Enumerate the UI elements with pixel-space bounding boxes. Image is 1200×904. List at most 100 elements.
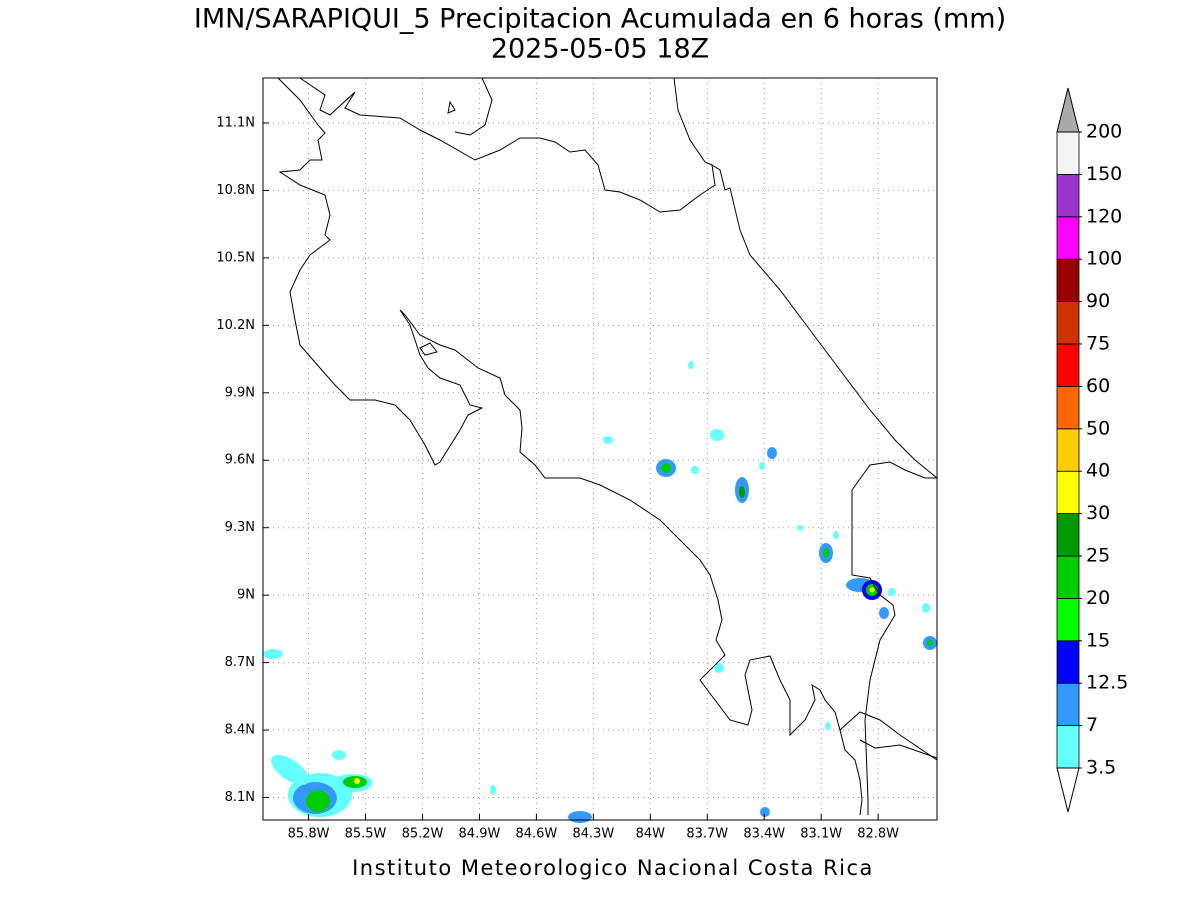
rain-cell bbox=[825, 722, 831, 730]
coastlines bbox=[277, 77, 938, 816]
colorbar-segment bbox=[1056, 131, 1080, 175]
colorbar-segment bbox=[1056, 598, 1080, 642]
colorbar-segment bbox=[1056, 470, 1080, 515]
rain-cell bbox=[691, 466, 699, 474]
x-tick-label: 85.2W bbox=[402, 827, 444, 842]
y-tick-label: 8.4N bbox=[225, 723, 255, 738]
coastline bbox=[839, 711, 938, 761]
x-tick-label: 83.1W bbox=[800, 827, 842, 842]
lake bbox=[419, 342, 438, 356]
colorbar-segment bbox=[1056, 682, 1080, 727]
rain-cell bbox=[869, 587, 875, 593]
border bbox=[851, 490, 896, 815]
x-tick-label: 84W bbox=[636, 827, 666, 842]
plot-area bbox=[262, 77, 938, 823]
colorbar-over bbox=[1056, 87, 1080, 133]
y-tick-label: 8.7N bbox=[225, 655, 255, 670]
rain-cell bbox=[760, 807, 770, 817]
x-tick-label: 84.6W bbox=[515, 827, 557, 842]
colorbar-segment bbox=[1056, 725, 1080, 769]
footer: Instituto Meteorologico Nacional Costa R… bbox=[352, 856, 874, 880]
colorbar-segment bbox=[1056, 258, 1080, 303]
rain-cell bbox=[688, 361, 694, 369]
subtitle: 2025-05-05 18Z bbox=[491, 34, 709, 65]
colorbar-segment bbox=[1056, 555, 1080, 599]
rain-cell bbox=[661, 463, 671, 473]
y-tick-label: 10.2N bbox=[216, 318, 255, 333]
colorbar-label: 120 bbox=[1086, 205, 1122, 227]
grid bbox=[263, 78, 937, 820]
colorbar-label: 20 bbox=[1086, 587, 1110, 609]
rain-cell bbox=[922, 603, 930, 613]
x-tick-label: 84.9W bbox=[459, 827, 501, 842]
colorbar-label: 100 bbox=[1086, 248, 1122, 270]
y-tick-label: 8.1N bbox=[225, 790, 255, 805]
colorbar-label: 40 bbox=[1086, 460, 1110, 482]
coastline bbox=[299, 77, 938, 479]
rain-cell bbox=[271, 754, 309, 786]
y-tick-label: 10.5N bbox=[216, 250, 255, 265]
title: IMN/SARAPIQUI_5 Precipitacion Acumulada … bbox=[194, 4, 1006, 35]
colorbar-label: 90 bbox=[1086, 290, 1110, 312]
y-tick-label: 9.3N bbox=[225, 520, 255, 535]
x-tick-label: 83.7W bbox=[686, 827, 728, 842]
x-tick-label: 82.8W bbox=[857, 827, 899, 842]
plot-background bbox=[263, 78, 937, 820]
rain-cell bbox=[797, 525, 803, 531]
x-tick-label: 85.5W bbox=[345, 827, 387, 842]
rain-cell bbox=[603, 436, 613, 444]
precipitation bbox=[263, 361, 937, 823]
rain-cell bbox=[833, 531, 839, 539]
colorbar-label: 7 bbox=[1086, 714, 1098, 736]
x-tick-label: 83.4W bbox=[743, 827, 785, 842]
colorbar-segment bbox=[1056, 385, 1080, 430]
y-tick-label: 9N bbox=[237, 588, 255, 603]
y-tick-label: 10.8N bbox=[216, 183, 255, 198]
rain-cell bbox=[354, 778, 360, 784]
x-tick-label: 85.8W bbox=[288, 827, 330, 842]
y-tick-label: 11.1N bbox=[216, 115, 255, 130]
x-tick-label: 84.3W bbox=[572, 827, 614, 842]
colorbar: 3.5 7 12.5 15 20 25 30 40 50 60 75 90 100 120 150 200 bbox=[1056, 87, 1128, 813]
rain-cell bbox=[568, 811, 592, 823]
plot-frame bbox=[262, 77, 938, 821]
colorbar-segment bbox=[1056, 301, 1080, 345]
colorbar-segment bbox=[1056, 343, 1080, 387]
y-tick-label: 9.9N bbox=[225, 385, 255, 400]
colorbar-label: 50 bbox=[1086, 417, 1110, 439]
colorbar-segment bbox=[1056, 428, 1080, 472]
rain-cell bbox=[490, 785, 496, 795]
colorbar-segment bbox=[1056, 513, 1080, 557]
rain-cell bbox=[823, 548, 829, 558]
colorbar-label: 3.5 bbox=[1086, 757, 1116, 779]
colorbar-segment bbox=[1056, 216, 1080, 260]
coastline bbox=[277, 77, 863, 816]
colorbar-label: 60 bbox=[1086, 375, 1110, 397]
rain-cell bbox=[759, 462, 765, 470]
rain-cell bbox=[927, 640, 933, 646]
coastline bbox=[859, 739, 938, 759]
colorbar-under bbox=[1056, 767, 1080, 813]
island bbox=[447, 100, 456, 114]
rain-cell bbox=[710, 429, 724, 441]
colorbar-label: 75 bbox=[1086, 333, 1110, 355]
colorbar-label: 150 bbox=[1086, 163, 1122, 185]
border bbox=[851, 461, 937, 491]
rain-cell bbox=[263, 649, 283, 659]
colorbar-label: 15 bbox=[1086, 629, 1110, 651]
colorbar-label: 12.5 bbox=[1086, 672, 1128, 694]
colorbar-label: 30 bbox=[1086, 502, 1110, 524]
rain-cell bbox=[888, 588, 896, 596]
rain-cell bbox=[332, 750, 346, 760]
rain-cell bbox=[306, 790, 330, 812]
colorbar-label: 25 bbox=[1086, 545, 1110, 567]
rain-cell bbox=[879, 607, 889, 619]
y-tick-label: 9.6N bbox=[225, 453, 255, 468]
coastline bbox=[673, 77, 713, 166]
colorbar-segment bbox=[1056, 640, 1080, 684]
rain-cell bbox=[767, 447, 777, 459]
rain-cell bbox=[714, 663, 724, 673]
coastline bbox=[454, 77, 493, 136]
rain-cell bbox=[739, 486, 745, 498]
